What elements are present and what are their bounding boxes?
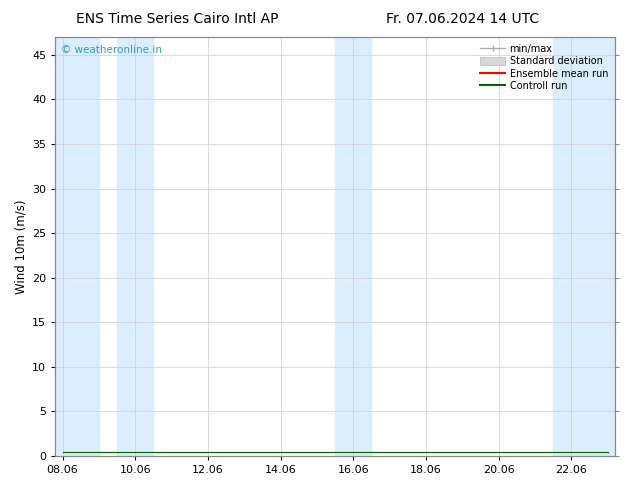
Bar (553, 37, 615, 456)
Bar (117, 37, 153, 456)
Y-axis label: Wind 10m (m/s): Wind 10m (m/s) (15, 199, 28, 294)
Bar (55, 37, 99, 456)
Legend: min/max, Standard deviation, Ensemble mean run, Controll run: min/max, Standard deviation, Ensemble me… (479, 42, 610, 93)
Text: © weatheronline.in: © weatheronline.in (61, 46, 162, 55)
Text: Fr. 07.06.2024 14 UTC: Fr. 07.06.2024 14 UTC (386, 12, 540, 26)
Text: ENS Time Series Cairo Intl AP: ENS Time Series Cairo Intl AP (76, 12, 279, 26)
Bar (335, 37, 372, 456)
